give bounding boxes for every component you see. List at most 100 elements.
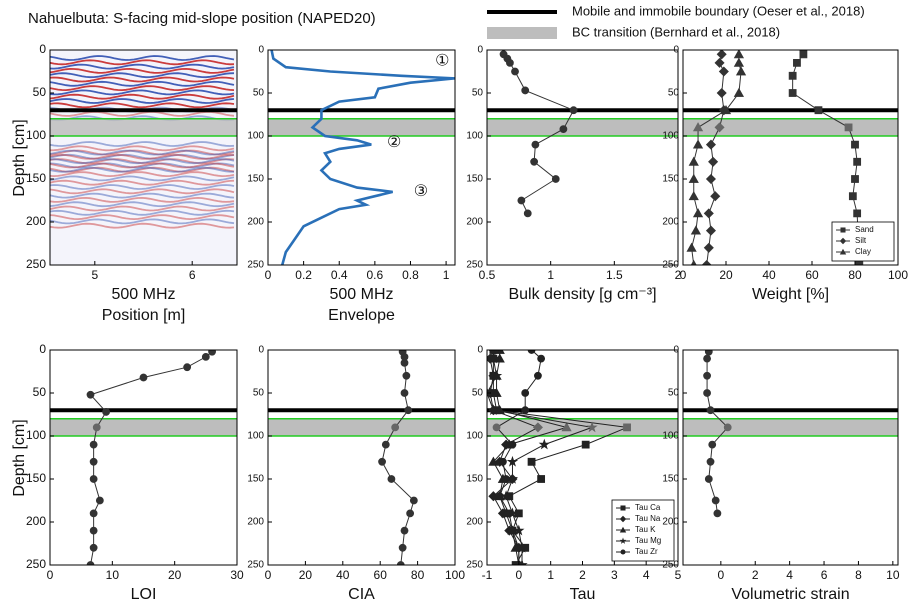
data-point xyxy=(724,424,731,431)
data-point xyxy=(849,193,856,200)
annotation: ③ xyxy=(414,183,428,200)
x-tick-label: 1 xyxy=(547,268,554,282)
x-tick-label: 0 xyxy=(515,568,522,582)
data-point xyxy=(499,458,506,465)
y-tick-label: 100 xyxy=(662,131,679,142)
data-point xyxy=(401,389,408,396)
x-axis-label: Envelope xyxy=(328,307,395,324)
data-point xyxy=(518,197,525,204)
data-point xyxy=(524,210,531,217)
x-tick-label: 4 xyxy=(786,568,793,582)
plot-area xyxy=(50,50,237,265)
y-tick-label: 250 xyxy=(26,257,46,271)
data-point xyxy=(715,58,724,67)
data-point xyxy=(691,226,700,234)
data-point xyxy=(707,458,714,465)
y-tick-label: 250 xyxy=(247,260,264,271)
transition-band xyxy=(50,119,237,136)
data-point xyxy=(399,544,406,551)
y-tick-label: 0 xyxy=(673,45,679,56)
axes-frame xyxy=(50,350,237,565)
data-point xyxy=(90,544,97,551)
axes-frame xyxy=(487,50,678,265)
data-point xyxy=(506,59,513,66)
data-point xyxy=(706,140,715,149)
data-point xyxy=(709,157,718,166)
x-tick-label: 0.2 xyxy=(295,268,312,282)
y-tick-label: 250 xyxy=(26,557,46,571)
y-tick-label: 250 xyxy=(662,560,679,571)
data-point xyxy=(522,87,529,94)
data-point xyxy=(734,58,743,66)
data-point xyxy=(851,175,858,182)
y-tick-label: 100 xyxy=(247,131,264,142)
data-point xyxy=(717,50,726,59)
x-tick-label: 0.6 xyxy=(367,268,384,282)
y-tick-label: 150 xyxy=(662,474,679,485)
x-tick-label: 40 xyxy=(762,268,776,282)
y-tick-label: 0 xyxy=(673,345,679,356)
panel: 020406080100050100150200250CIA xyxy=(247,345,465,604)
data-point xyxy=(719,67,728,76)
data-point xyxy=(540,440,550,449)
data-point xyxy=(815,107,822,114)
data-point xyxy=(717,88,726,97)
plot-area xyxy=(268,50,455,265)
data-point xyxy=(392,424,399,431)
data-point xyxy=(706,226,715,235)
data-point xyxy=(509,527,516,534)
data-point xyxy=(689,157,698,165)
data-point xyxy=(515,544,522,551)
data-point xyxy=(560,126,567,133)
legend-label: Tau Ca xyxy=(635,503,661,512)
data-point xyxy=(382,441,389,448)
x-tick-label: 60 xyxy=(374,568,388,582)
y-tick-label: 200 xyxy=(26,214,46,228)
data-point xyxy=(703,372,710,379)
data-point xyxy=(552,175,559,182)
data-point xyxy=(687,243,696,251)
x-tick-label: 40 xyxy=(336,568,350,582)
y-tick-label: 250 xyxy=(466,260,483,271)
x-axis-label: Volumetric strain xyxy=(731,586,849,603)
plot-area xyxy=(487,51,678,217)
data-point xyxy=(140,374,147,381)
data-point xyxy=(582,441,589,448)
panel: ①②③00.20.40.60.81050100150200250500 MHzE… xyxy=(247,45,455,325)
data-point xyxy=(401,527,408,534)
data-point xyxy=(538,475,545,482)
y-tick-label: 50 xyxy=(253,88,265,99)
axes-frame xyxy=(683,350,898,565)
x-tick-label: 0.4 xyxy=(331,268,348,282)
data-point xyxy=(854,210,861,217)
y-tick-label: 250 xyxy=(466,560,483,571)
x-tick-label: 6 xyxy=(821,568,828,582)
transition-band xyxy=(683,419,898,436)
x-tick-label: 6 xyxy=(189,268,196,282)
x-tick-label: 1.5 xyxy=(606,268,623,282)
y-tick-label: 50 xyxy=(472,88,484,99)
y-tick-label: 150 xyxy=(247,174,264,185)
x-tick-label: 3 xyxy=(611,568,618,582)
x-tick-label: 0 xyxy=(47,568,54,582)
x-tick-label: 0 xyxy=(265,268,272,282)
legend-marker xyxy=(840,227,845,232)
legend-label: Tau K xyxy=(635,525,656,534)
data-point xyxy=(90,475,97,482)
data-point xyxy=(493,424,500,431)
y-tick-label: 0 xyxy=(258,345,264,356)
y-tick-label: 0 xyxy=(477,345,483,356)
y-tick-label: 150 xyxy=(466,174,483,185)
data-point xyxy=(709,441,716,448)
data-point xyxy=(96,497,103,504)
data-point xyxy=(736,67,745,75)
data-point xyxy=(689,174,698,182)
x-tick-label: 5 xyxy=(91,268,98,282)
y-tick-label: 0 xyxy=(258,45,264,56)
data-point xyxy=(184,364,191,371)
y-tick-label: 100 xyxy=(466,131,483,142)
data-point xyxy=(401,359,408,366)
x-tick-label: 0.8 xyxy=(402,268,419,282)
data-point xyxy=(703,355,710,362)
